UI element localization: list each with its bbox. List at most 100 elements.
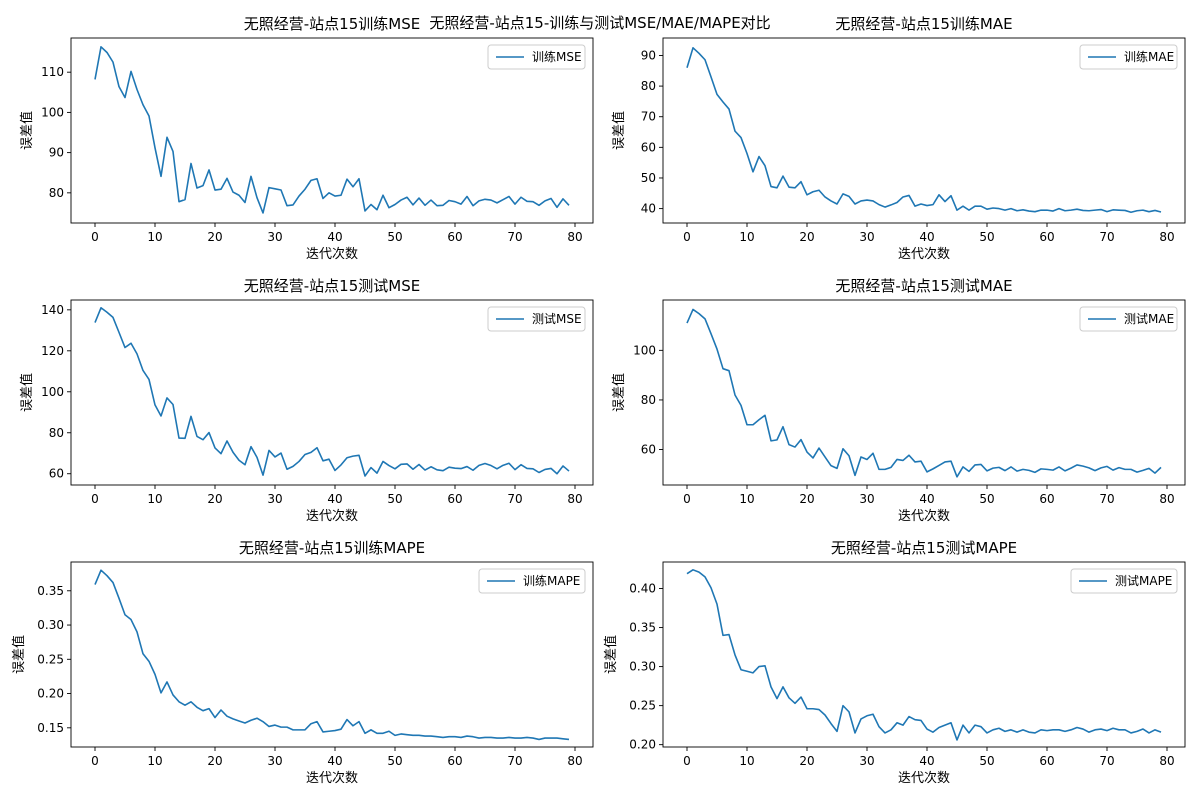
y-tick-label: 120 xyxy=(41,344,64,358)
legend-box xyxy=(1079,306,1178,332)
x-tick-label: 20 xyxy=(207,230,222,244)
legend-label: 测试MAPE xyxy=(1115,573,1172,588)
x-tick-label: 70 xyxy=(1099,754,1114,768)
x-tick-label: 40 xyxy=(327,492,342,506)
y-tick-label: 0.35 xyxy=(629,621,656,635)
axes-frame xyxy=(662,299,1186,486)
y-axis-label: 误差值 xyxy=(11,635,27,674)
x-tick-label: 30 xyxy=(267,492,282,506)
x-tick-label: 60 xyxy=(447,492,462,506)
x-tick-label: 0 xyxy=(91,492,99,506)
subplot-title: 无照经营-站点15测试MAPE xyxy=(831,539,1017,557)
x-tick-label: 70 xyxy=(507,230,522,244)
x-tick-label: 80 xyxy=(567,754,582,768)
x-axis-label: 迭代次数 xyxy=(306,246,358,262)
x-tick-label: 20 xyxy=(207,492,222,506)
x-axis-label: 迭代次数 xyxy=(898,246,950,262)
y-tick-label: 0.15 xyxy=(37,721,64,735)
x-tick-label: 10 xyxy=(739,230,754,244)
y-tick-label: 100 xyxy=(633,343,656,357)
axes-frame xyxy=(70,37,594,224)
x-tick-label: 80 xyxy=(567,492,582,506)
y-tick-label: 0.40 xyxy=(629,582,656,596)
x-tick-label: 50 xyxy=(979,230,994,244)
x-tick-label: 40 xyxy=(919,230,934,244)
subplot-4: 无照经营-站点15测试MAE 0 10 20 30 40 50 60 70 80 60 80 100 迭代… xyxy=(611,277,1186,524)
y-tick-label: 100 xyxy=(41,105,64,119)
figure-suptitle: 无照经营-站点15-训练与测试MSE/MAE/MAPE对比 xyxy=(429,14,770,32)
y-tick-label: 0.20 xyxy=(37,687,64,701)
subplot-1: 无照经营-站点15训练MSE 0 10 20 30 40 50 60 70 80 80 90 100 11… xyxy=(19,15,594,262)
x-tick-label: 60 xyxy=(447,230,462,244)
series-line-1 xyxy=(686,46,1162,214)
series-line-1 xyxy=(686,308,1162,478)
y-axis-label: 误差值 xyxy=(603,635,619,674)
x-tick-label: 60 xyxy=(1039,754,1054,768)
x-tick-label: 70 xyxy=(1099,492,1114,506)
y-tick-label: 0.25 xyxy=(629,699,656,713)
y-axis-label: 误差值 xyxy=(19,373,35,412)
y-axis-label: 误差值 xyxy=(19,111,35,150)
legend-label: 测试MSE xyxy=(532,311,582,326)
x-tick-label: 0 xyxy=(683,754,691,768)
y-tick-label: 70 xyxy=(641,110,656,124)
legend-label: 训练MAPE xyxy=(523,573,580,588)
y-tick-label: 0.20 xyxy=(629,738,656,752)
x-tick-label: 10 xyxy=(147,492,162,506)
x-axis-label: 迭代次数 xyxy=(898,508,950,524)
legend-box xyxy=(1070,568,1178,594)
subplot-6: 无照经营-站点15测试MAPE 0 10 20 30 40 50 60 70 80 0.20 0.25… xyxy=(603,539,1186,786)
legend-label: 训练MSE xyxy=(532,49,582,64)
x-tick-label: 10 xyxy=(147,230,162,244)
x-tick-label: 60 xyxy=(1039,230,1054,244)
x-tick-label: 40 xyxy=(327,230,342,244)
y-tick-label: 60 xyxy=(49,467,64,481)
series-line-1 xyxy=(686,569,1162,741)
y-tick-label: 0.35 xyxy=(37,584,64,598)
x-axis-label: 迭代次数 xyxy=(898,770,950,786)
x-tick-label: 80 xyxy=(567,230,582,244)
y-axis-label: 误差值 xyxy=(611,111,627,150)
x-tick-label: 70 xyxy=(1099,230,1114,244)
legend-label: 测试MAE xyxy=(1124,311,1174,326)
x-tick-label: 30 xyxy=(267,754,282,768)
axes-frame xyxy=(70,299,594,486)
x-tick-label: 40 xyxy=(327,754,342,768)
y-tick-label: 0.25 xyxy=(37,652,64,666)
x-tick-label: 20 xyxy=(207,754,222,768)
y-tick-label: 80 xyxy=(641,79,656,93)
x-tick-label: 50 xyxy=(387,754,402,768)
x-axis-label: 迭代次数 xyxy=(306,770,358,786)
x-tick-label: 30 xyxy=(859,492,874,506)
x-tick-label: 80 xyxy=(1159,492,1174,506)
y-tick-label: 50 xyxy=(641,171,656,185)
x-tick-label: 10 xyxy=(739,754,754,768)
x-tick-label: 10 xyxy=(739,492,754,506)
legend-box xyxy=(487,44,586,70)
y-tick-label: 90 xyxy=(641,48,656,62)
y-tick-label: 60 xyxy=(641,140,656,154)
subplot-3: 无照经营-站点15测试MSE 0 10 20 30 40 50 60 70 80 60 80 100 12… xyxy=(19,277,594,524)
series-line-1 xyxy=(94,306,570,477)
y-axis-label: 误差值 xyxy=(611,373,627,412)
y-tick-label: 60 xyxy=(641,443,656,457)
x-tick-label: 60 xyxy=(1039,492,1054,506)
y-tick-label: 80 xyxy=(49,426,64,440)
y-tick-label: 80 xyxy=(49,186,64,200)
x-tick-label: 10 xyxy=(147,754,162,768)
x-tick-label: 60 xyxy=(447,754,462,768)
x-tick-label: 20 xyxy=(799,492,814,506)
x-tick-label: 80 xyxy=(1159,754,1174,768)
x-tick-label: 40 xyxy=(919,492,934,506)
x-tick-label: 30 xyxy=(267,230,282,244)
y-tick-label: 80 xyxy=(641,393,656,407)
x-tick-label: 50 xyxy=(387,492,402,506)
x-tick-label: 70 xyxy=(507,492,522,506)
x-tick-label: 80 xyxy=(1159,230,1174,244)
y-tick-label: 90 xyxy=(49,146,64,160)
legend-box xyxy=(1079,44,1178,70)
y-tick-label: 110 xyxy=(41,65,64,79)
legend-box xyxy=(487,306,586,332)
